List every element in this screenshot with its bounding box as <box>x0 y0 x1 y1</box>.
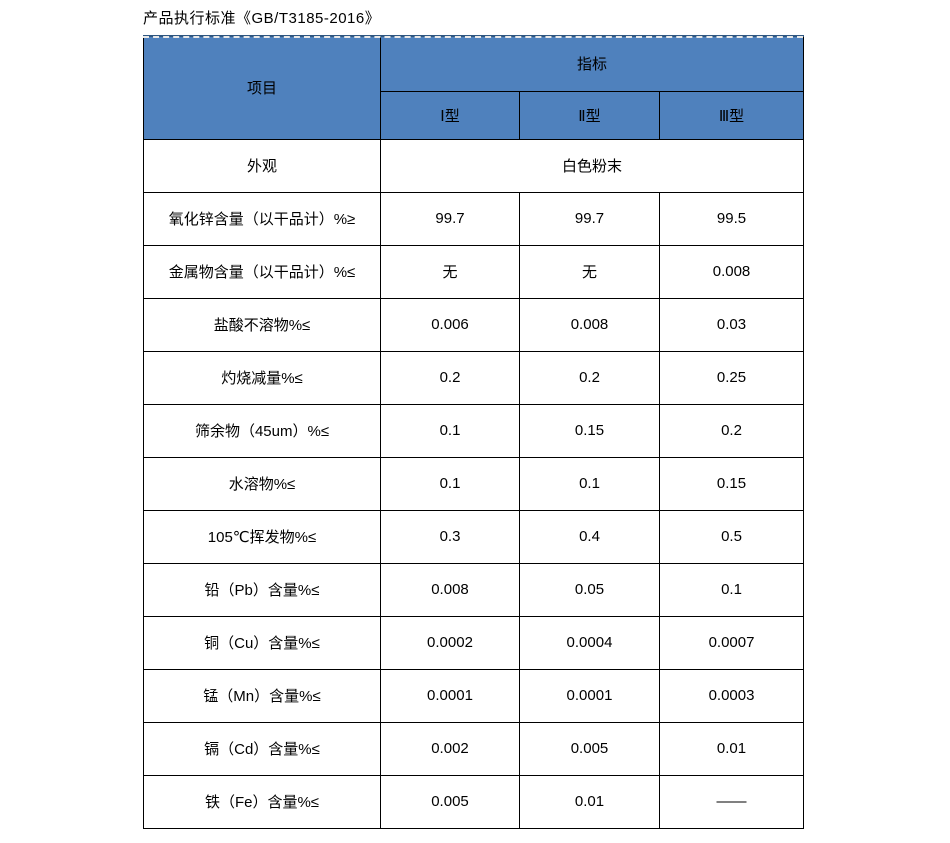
spec-value-cell: 无 <box>519 244 660 299</box>
spec-value-cell: 0.1 <box>380 456 520 511</box>
spec-item-label: 氧化锌含量（以干品计）%≥ <box>143 191 381 246</box>
page-title: 产品执行标准《GB/T3185-2016》 <box>143 10 381 27</box>
table-row: 氧化锌含量（以干品计）%≥ 99.7 99.7 99.5 <box>143 191 805 246</box>
spec-value-cell: 0.0003 <box>658 668 805 723</box>
table-row: 105℃挥发物%≤ 0.3 0.4 0.5 <box>143 509 805 564</box>
header-row-main: 项目 指标 <box>143 35 805 140</box>
col-header-type-3: Ⅲ型 <box>658 90 805 140</box>
col-header-type-1: Ⅰ型 <box>380 90 520 140</box>
spec-value-cell: 0.3 <box>380 509 520 564</box>
spec-value-cell: 0.5 <box>658 509 805 564</box>
table-row: 灼烧减量%≤ 0.2 0.2 0.25 <box>143 350 805 405</box>
spec-value-cell: 99.7 <box>519 191 660 246</box>
spec-item-label: 镉（Cd）含量%≤ <box>143 721 381 776</box>
spec-value-cell: 0.005 <box>380 774 520 829</box>
table-row: 盐酸不溶物%≤ 0.006 0.008 0.03 <box>143 297 805 352</box>
spec-value-cell: 0.1 <box>658 562 805 617</box>
spec-item-label: 105℃挥发物%≤ <box>143 509 381 564</box>
spec-item-label: 外观 <box>143 138 381 193</box>
table-row: 铁（Fe）含量%≤ 0.005 0.01 —— <box>143 774 805 829</box>
spec-item-label: 筛余物（45um）%≤ <box>143 403 381 458</box>
table-row: 金属物含量（以干品计）%≤ 无 无 0.008 <box>143 244 805 299</box>
spec-value-cell: 0.15 <box>519 403 660 458</box>
spec-item-label: 铜（Cu）含量%≤ <box>143 615 381 670</box>
spec-value-cell: 0.0001 <box>380 668 520 723</box>
table-row-appearance: 外观 白色粉末 <box>143 138 805 193</box>
spec-value-cell: 0.008 <box>380 562 520 617</box>
spec-value-cell: 0.0001 <box>519 668 660 723</box>
spec-item-label: 盐酸不溶物%≤ <box>143 297 381 352</box>
spec-table-wrapper: 项目 指标 Ⅰ型 Ⅱ型 Ⅲ型 外观 白色粉末 氧化锌含量（以干品计）%≥ 99.… <box>143 35 805 829</box>
spec-table-header: 项目 指标 Ⅰ型 Ⅱ型 Ⅲ型 <box>143 35 805 140</box>
table-row: 铜（Cu）含量%≤ 0.0002 0.0004 0.0007 <box>143 615 805 670</box>
spec-value-cell: 0.008 <box>519 297 660 352</box>
spec-value-cell: 0.05 <box>519 562 660 617</box>
spec-value-cell: 99.5 <box>658 191 805 246</box>
spec-item-label: 锰（Mn）含量%≤ <box>143 668 381 723</box>
spec-item-label: 铅（Pb）含量%≤ <box>143 562 381 617</box>
spec-value-cell: 0.25 <box>658 350 805 405</box>
spec-value-cell: 0.0004 <box>519 615 660 670</box>
spec-value-cell: 0.03 <box>658 297 805 352</box>
spec-value-cell: 0.4 <box>519 509 660 564</box>
spec-value-cell: 0.2 <box>380 350 520 405</box>
spec-item-label: 灼烧减量%≤ <box>143 350 381 405</box>
col-header-item: 项目 <box>143 35 381 140</box>
spec-value-cell: 0.1 <box>519 456 660 511</box>
spec-table-body: 外观 白色粉末 氧化锌含量（以干品计）%≥ 99.7 99.7 99.5 金属物… <box>143 138 805 829</box>
spec-value-cell: 0.2 <box>658 403 805 458</box>
table-row: 筛余物（45um）%≤ 0.1 0.15 0.2 <box>143 403 805 458</box>
col-header-indicator: 指标 <box>379 35 805 92</box>
spec-item-label: 金属物含量（以干品计）%≤ <box>143 244 381 299</box>
col-header-type-2: Ⅱ型 <box>519 90 660 140</box>
spec-value-cell: —— <box>658 774 805 829</box>
spec-value-cell: 0.1 <box>380 403 520 458</box>
spec-value-cell: 99.7 <box>380 191 520 246</box>
table-row: 水溶物%≤ 0.1 0.1 0.15 <box>143 456 805 511</box>
spec-value-cell: 0.006 <box>380 297 520 352</box>
spec-value-cell: 0.01 <box>519 774 660 829</box>
spec-value-cell: 0.01 <box>658 721 805 776</box>
spec-table: 项目 指标 Ⅰ型 Ⅱ型 Ⅲ型 外观 白色粉末 氧化锌含量（以干品计）%≥ 99.… <box>143 35 805 829</box>
header-row-types: Ⅰ型 Ⅱ型 Ⅲ型 <box>144 90 805 140</box>
table-row: 镉（Cd）含量%≤ 0.002 0.005 0.01 <box>143 721 805 776</box>
spec-value-cell: 0.0002 <box>380 615 520 670</box>
table-row: 锰（Mn）含量%≤ 0.0001 0.0001 0.0003 <box>143 668 805 723</box>
spec-value-cell: 0.002 <box>380 721 520 776</box>
spec-value-cell: 无 <box>380 244 520 299</box>
spec-value-cell: 0.2 <box>519 350 660 405</box>
spec-item-label: 水溶物%≤ <box>143 456 381 511</box>
table-row: 铅（Pb）含量%≤ 0.008 0.05 0.1 <box>143 562 805 617</box>
spec-value-cell: 0.008 <box>658 244 805 299</box>
spec-value-cell: 0.005 <box>519 721 660 776</box>
spec-item-label: 铁（Fe）含量%≤ <box>143 774 381 829</box>
spec-value-cell: 0.15 <box>658 456 805 511</box>
spec-value-cell: 白色粉末 <box>379 138 805 193</box>
spec-value-cell: 0.0007 <box>658 615 805 670</box>
